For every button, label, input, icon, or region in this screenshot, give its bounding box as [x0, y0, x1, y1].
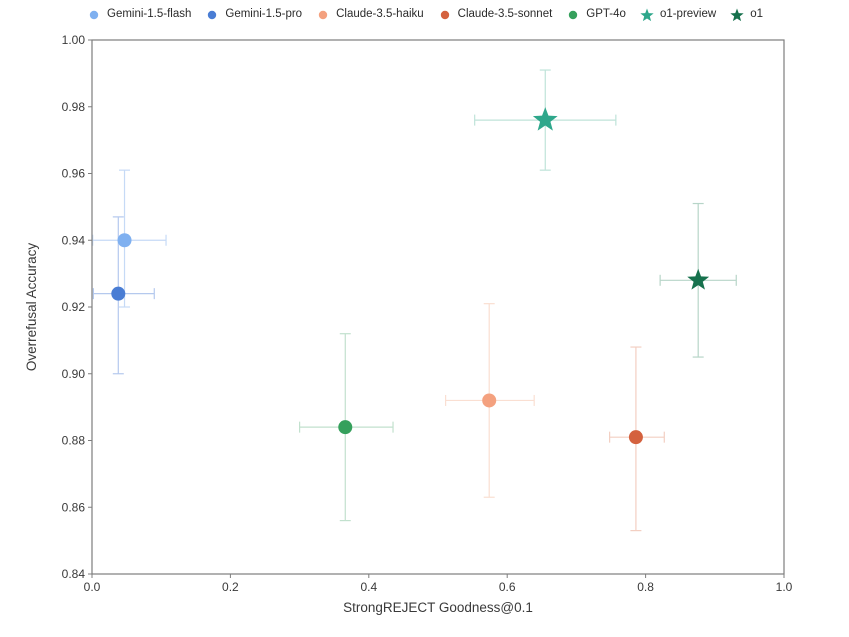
- legend-dot-icon: [89, 10, 99, 20]
- x-tick-label: 0.2: [222, 580, 239, 594]
- plot-border: [91, 39, 785, 575]
- y-tick-label: 0.88: [62, 434, 86, 448]
- legend-star-icon: [730, 8, 744, 22]
- data-point-Claude-3.5-haiku: [482, 393, 497, 408]
- x-tick-label: 0.6: [499, 580, 516, 594]
- legend-dot-icon: [569, 10, 578, 20]
- x-tick-label: 1.0: [776, 580, 793, 594]
- x-axis-label: StrongREJECT Goodness@0.1: [343, 600, 533, 615]
- y-tick-label: 0.84: [62, 567, 86, 581]
- legend-item-Gemini-1.5-flash: Gemini-1.5-flash: [86, 7, 191, 23]
- legend-dot-icon: [318, 10, 328, 20]
- legend-label: Gemini-1.5-flash: [107, 8, 192, 21]
- data-point-o1: [687, 268, 710, 290]
- chart-legend: Gemini-1.5-flash Gemini-1.5-pro Claude-3.5…: [0, 7, 849, 23]
- legend-label: o1: [750, 8, 763, 21]
- data-point-o1-preview: [532, 107, 558, 131]
- legend-label: Claude-3.5-sonnet: [457, 8, 553, 21]
- x-tick-label: 0.8: [637, 580, 654, 594]
- x-tick-label: 0.4: [360, 580, 377, 594]
- legend-label: Claude-3.5-haiku: [336, 8, 424, 21]
- legend-item-Claude-3.5-haiku: Claude-3.5-haiku: [315, 7, 424, 23]
- legend-dot-icon: [440, 10, 449, 20]
- y-tick-label: 0.90: [62, 367, 86, 381]
- data-point-Claude-3.5-sonnet: [628, 430, 643, 445]
- legend-star-icon: [640, 8, 654, 22]
- y-tick-label: 0.86: [62, 500, 86, 514]
- legend-item-Gemini-1.5-pro: Gemini-1.5-pro: [204, 7, 302, 23]
- x-tick-label: 0.0: [84, 580, 101, 594]
- data-point-GPT-4o: [338, 420, 353, 435]
- y-tick-label: 0.96: [62, 167, 86, 181]
- y-tick-label: 0.92: [62, 300, 86, 314]
- y-tick-label: 0.98: [62, 100, 86, 114]
- y-tick-label: 1.00: [62, 33, 86, 47]
- legend-label: o1-preview: [659, 8, 717, 21]
- data-point-Gemini-1.5-pro: [111, 286, 126, 301]
- data-point-Gemini-1.5-flash: [117, 233, 132, 248]
- legend-item-GPT-4o: GPT-4o: [565, 7, 626, 23]
- y-tick-label: 0.94: [62, 233, 86, 247]
- legend-label: Gemini-1.5-pro: [225, 8, 303, 21]
- legend-item-o1: o1: [729, 7, 763, 23]
- legend-item-o1-preview: o1-preview: [639, 7, 716, 23]
- legend-dot-icon: [208, 10, 217, 20]
- legend-label: GPT-4o: [586, 8, 626, 21]
- y-axis-label: Overrefusal Accuracy: [24, 243, 39, 372]
- legend-item-Claude-3.5-sonnet: Claude-3.5-sonnet: [437, 7, 553, 23]
